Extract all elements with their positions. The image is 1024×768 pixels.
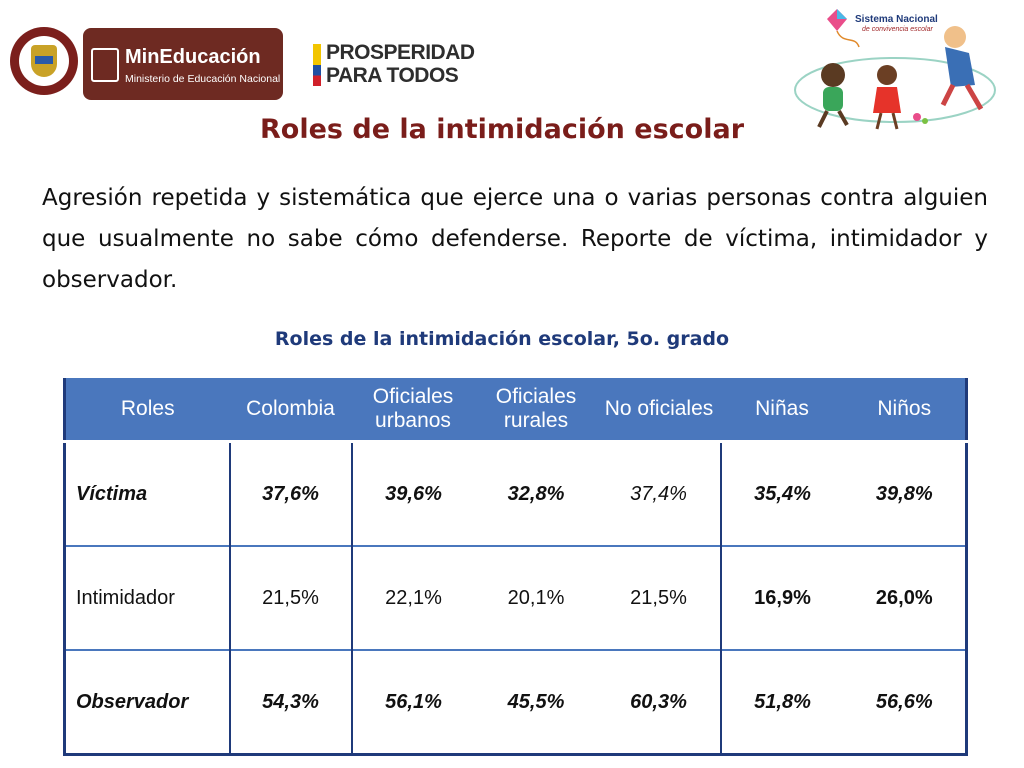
description-text: Agresión repetida y sistemática que ejer…	[42, 185, 988, 293]
table-cell: 21,5%	[229, 545, 353, 650]
table-cell: 35,4%	[720, 440, 844, 546]
table-cell: 16,9%	[720, 545, 844, 650]
table-cell: 39,8%	[843, 440, 968, 546]
header-roles: Roles	[63, 378, 230, 443]
mineducacion-subtitle: Ministerio de Educación Nacional	[125, 73, 281, 85]
table-cell: 56,1%	[351, 649, 475, 756]
header-ninas: Niñas	[720, 378, 844, 443]
table-cell: 37,6%	[229, 440, 353, 546]
table-cell: 22,1%	[351, 545, 475, 650]
book-icon	[91, 48, 119, 82]
kids-playing-illustration-icon	[794, 9, 996, 130]
header-colombia: Colombia	[229, 378, 352, 443]
roles-table: Roles Colombia Oficiales urbanos Oficial…	[63, 378, 968, 756]
header-no-oficiales: No oficiales	[597, 378, 721, 443]
table-cell: 60,3%	[597, 649, 722, 756]
table-cell: 20,1%	[474, 545, 598, 650]
table-title: Roles de la intimidación escolar, 5o. gr…	[274, 328, 730, 350]
table-cell: 54,3%	[229, 649, 353, 756]
colombia-seal-icon	[10, 27, 78, 95]
prosperidad-line1: PROSPERIDAD	[326, 41, 475, 64]
table-header-row: Roles Colombia Oficiales urbanos Oficial…	[63, 378, 968, 443]
table-row-victima: Víctima 37,6% 39,6% 32,8% 37,4% 35,4% 39…	[63, 440, 968, 546]
table-cell: 45,5%	[474, 649, 598, 756]
prosperidad-line2: PARA TODOS	[326, 64, 459, 87]
page-title: Roles de la intimidación escolar	[259, 114, 745, 145]
table-cell: 37,4%	[597, 440, 722, 546]
row-label: Víctima	[63, 440, 231, 546]
prosperidad-logo: PROSPERIDAD PARA TODOS	[326, 41, 475, 87]
table-cell: 51,8%	[720, 649, 844, 756]
row-label: Intimidador	[63, 545, 231, 650]
table-cell: 32,8%	[474, 440, 598, 546]
table-row-intimidador: Intimidador 21,5% 22,1% 20,1% 21,5% 16,9…	[63, 545, 968, 650]
table-cell: 39,6%	[351, 440, 475, 546]
table-cell: 26,0%	[843, 545, 968, 650]
sistema-nacional-sub: de convivencia escolar	[862, 26, 933, 33]
sistema-nacional-label: Sistema Nacional	[855, 14, 938, 25]
mineducacion-logo: MinEducación Ministerio de Educación Nac…	[83, 28, 283, 100]
table-row-observador: Observador 54,3% 56,1% 45,5% 60,3% 51,8%…	[63, 649, 968, 756]
header: MinEducación Ministerio de Educación Nac…	[0, 0, 1024, 130]
header-ninos: Niños	[843, 378, 968, 443]
header-oficiales-urbanos: Oficiales urbanos	[351, 378, 475, 443]
flag-bar-icon	[313, 44, 321, 86]
table-cell: 56,6%	[843, 649, 968, 756]
header-oficiales-rurales: Oficiales rurales	[474, 378, 598, 443]
table-cell: 21,5%	[597, 545, 722, 650]
row-label: Observador	[63, 649, 231, 756]
mineducacion-title: MinEducación	[125, 46, 261, 68]
